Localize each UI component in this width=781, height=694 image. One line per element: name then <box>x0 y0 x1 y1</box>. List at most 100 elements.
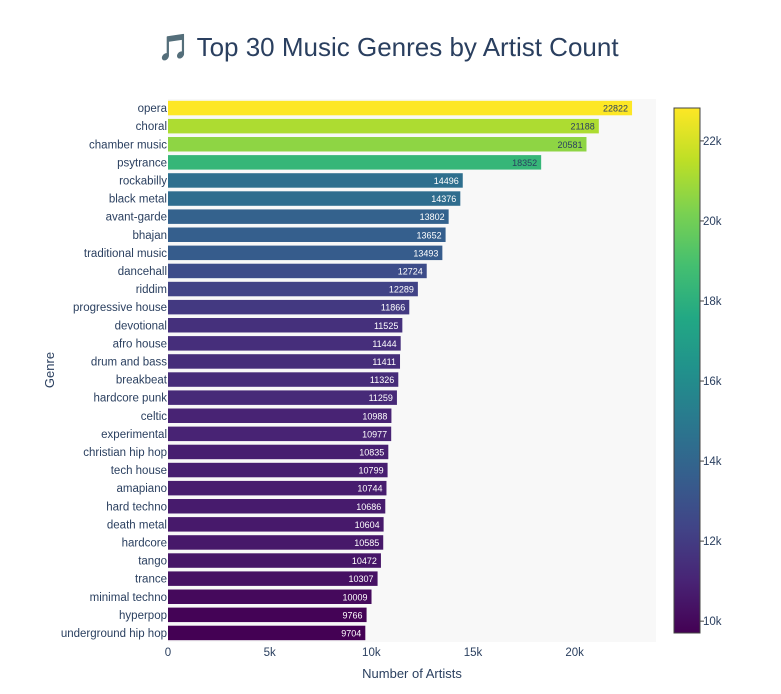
y-tick-label: riddim <box>136 284 167 296</box>
bar-tech-house <box>168 462 388 478</box>
y-tick-label: choral <box>136 121 167 133</box>
bar-value-label: 9766 <box>343 610 363 620</box>
bar-value-label: 18352 <box>512 158 537 168</box>
bar-value-label: 10604 <box>355 520 380 530</box>
bar-value-label: 12724 <box>398 266 423 276</box>
y-tick-label: rockabilly <box>119 175 167 187</box>
bar-labels-group: 22822 21188 20581 18352 14496 14376 13802 13652… <box>341 104 628 639</box>
bar-minimal-techno <box>168 589 372 604</box>
x-tick-label: 5k <box>264 647 276 659</box>
bar-value-label: 10988 <box>362 411 387 421</box>
y-tick-label: avant-garde <box>106 212 167 224</box>
bar-value-label: 13802 <box>420 212 445 222</box>
bar-hyperpop <box>168 607 367 623</box>
colorbar <box>673 107 701 634</box>
bar-hardcore <box>168 535 384 550</box>
bar-chamber-music <box>168 137 587 152</box>
y-tick-label: chamber music <box>89 139 167 151</box>
bar-value-label: 21188 <box>570 122 594 132</box>
chart-title: 🎵 Top 30 Music Genres by Artist Count <box>157 32 619 62</box>
bar-death-metal <box>168 517 384 532</box>
bar-hardcore-punk <box>168 390 397 405</box>
y-tick-label: tango <box>138 556 167 568</box>
x-tick-label: 15k <box>464 647 483 659</box>
bar-value-label: 10835 <box>359 447 384 457</box>
y-tick-label: traditional music <box>84 248 167 260</box>
x-axis-title: Number of Artists <box>362 666 462 681</box>
y-axis-title: Genre <box>42 352 57 388</box>
y-tick-label: hardcore punk <box>93 393 167 405</box>
bar-value-label: 10799 <box>359 466 384 476</box>
bar-avant-garde <box>168 209 449 224</box>
bar-riddim <box>168 281 418 297</box>
bar-drum-and-bass <box>168 354 401 369</box>
colorbar-tick-labels: 10k 12k 14k 16k 18k 20k 22k <box>700 136 722 628</box>
bar-choral <box>168 118 599 134</box>
bar-opera <box>168 100 633 116</box>
bar-value-label: 10977 <box>362 429 387 439</box>
bars-group <box>168 100 633 641</box>
y-tick-label: minimal techno <box>90 592 167 604</box>
bar-underground-hip-hop <box>168 625 366 641</box>
y-tick-label: trance <box>135 574 167 586</box>
bar-value-label: 14496 <box>434 176 459 186</box>
bar-value-label: 13652 <box>417 230 442 240</box>
bar-tango <box>168 553 381 568</box>
y-tick-label: opera <box>138 103 168 115</box>
bar-value-label: 11411 <box>372 357 396 367</box>
y-tick-label: breakbeat <box>116 375 168 387</box>
bar-value-label: 12289 <box>389 285 414 295</box>
x-tick-label: 0 <box>165 647 171 659</box>
colorbar-tick-label: 18k <box>703 296 722 308</box>
y-tick-labels: opera choral chamber music psytrance rockabi… <box>61 103 168 640</box>
y-tick-label: bhajan <box>132 230 167 242</box>
bar-value-label: 10307 <box>349 574 374 584</box>
y-tick-label: death metal <box>107 519 167 531</box>
bar-rockabilly <box>168 173 463 188</box>
bar-christian-hip-hop <box>168 444 389 460</box>
bar-hard-techno <box>168 499 386 514</box>
bar-value-label: 9704 <box>341 628 361 638</box>
y-tick-label: psytrance <box>117 157 167 169</box>
bar-value-label: 10009 <box>342 592 367 602</box>
y-tick-label: hyperpop <box>119 610 167 622</box>
y-tick-label: underground hip hop <box>61 628 167 640</box>
colorbar-tick-label: 16k <box>703 376 722 388</box>
y-tick-label: drum and bass <box>91 356 167 368</box>
bar-value-label: 11444 <box>372 339 396 349</box>
bar-value-label: 22822 <box>603 104 628 114</box>
bar-progressive-house <box>168 299 410 315</box>
bar-amapiano <box>168 480 387 496</box>
bar-afro-house <box>168 336 401 351</box>
bar-value-label: 10744 <box>357 484 382 494</box>
bar-bhajan <box>168 227 446 242</box>
y-tick-label: tech house <box>111 465 167 477</box>
colorbar-tick-label: 10k <box>703 616 722 628</box>
x-tick-label: 10k <box>362 647 381 659</box>
bar-celtic <box>168 408 392 423</box>
bar-traditional-music <box>168 245 443 261</box>
bar-value-label: 13493 <box>413 248 438 258</box>
bar-breakbeat <box>168 372 399 387</box>
bar-psytrance <box>168 155 542 170</box>
bar-value-label: 10472 <box>352 556 377 566</box>
bar-value-label: 10686 <box>356 502 381 512</box>
y-tick-label: hard techno <box>106 501 167 513</box>
y-tick-label: afro house <box>113 338 167 350</box>
y-tick-label: experimental <box>101 429 167 441</box>
bar-value-label: 11866 <box>381 303 405 313</box>
bar-black-metal <box>168 191 461 206</box>
y-tick-label: celtic <box>141 411 167 423</box>
y-tick-label: christian hip hop <box>83 447 167 459</box>
bar-value-label: 11525 <box>374 321 398 331</box>
bar-dancehall <box>168 263 427 279</box>
bar-value-label: 11326 <box>370 375 394 385</box>
plot-area <box>168 99 656 642</box>
colorbar-tick-label: 22k <box>703 136 722 148</box>
x-tick-labels: 0 5k 10k 15k 20k <box>165 647 584 659</box>
x-tick-label: 20k <box>565 647 584 659</box>
y-tick-label: progressive house <box>73 302 167 314</box>
bar-experimental <box>168 426 392 442</box>
